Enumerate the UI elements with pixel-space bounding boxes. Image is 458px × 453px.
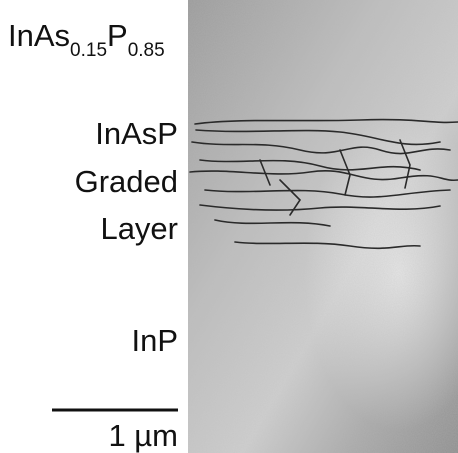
micrograph bbox=[188, 0, 458, 453]
layer-label: InAsP bbox=[95, 116, 178, 151]
formula-part: InAs bbox=[8, 18, 70, 53]
formula-subscript: 0.85 bbox=[128, 40, 165, 61]
figure: InAs0.15P0.85 InAsP Graded Layer InP 1 µ… bbox=[0, 0, 458, 453]
layer-label: Graded bbox=[75, 164, 178, 199]
layer-label: Layer bbox=[100, 211, 178, 246]
formula-subscript: 0.15 bbox=[70, 40, 107, 61]
page: InAs0.15P0.85 InAsP Graded Layer InP 1 µ… bbox=[0, 0, 458, 453]
formula-label: InAs0.15P0.85 bbox=[8, 18, 165, 61]
substrate-label: InP bbox=[131, 323, 178, 358]
formula-part: P bbox=[107, 18, 128, 53]
scale-bar-label: 1 µm bbox=[108, 418, 178, 453]
